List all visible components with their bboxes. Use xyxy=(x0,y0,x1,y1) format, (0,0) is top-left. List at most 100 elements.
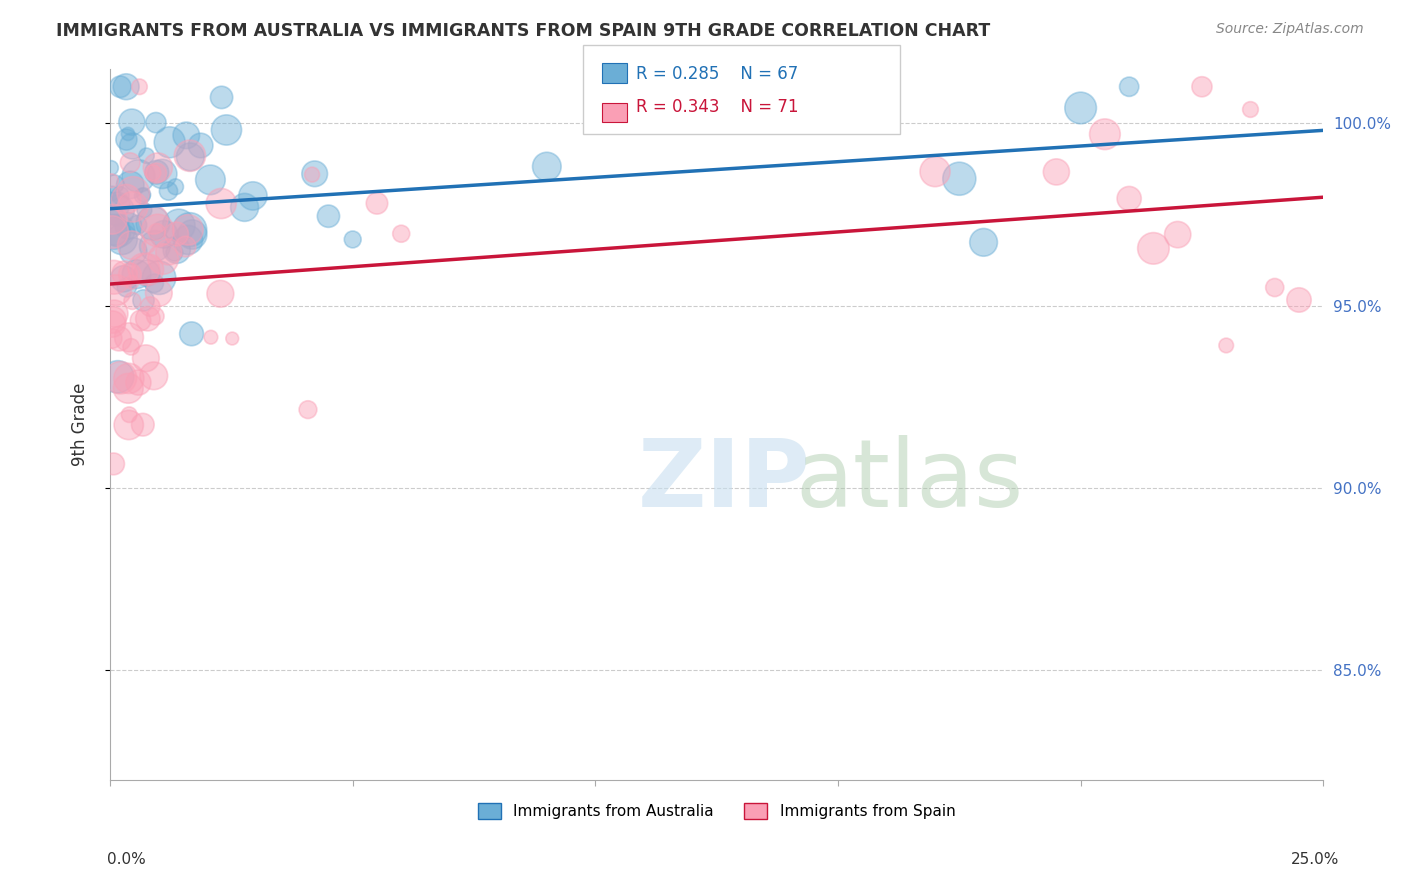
Point xyxy=(163,245,186,260)
Point xyxy=(165,179,187,194)
Point xyxy=(101,186,124,201)
Point xyxy=(127,169,149,183)
Text: R = 0.285    N = 67: R = 0.285 N = 67 xyxy=(636,65,797,83)
Point xyxy=(181,227,204,242)
Point xyxy=(115,133,138,147)
Point xyxy=(118,417,141,432)
Point xyxy=(105,198,128,212)
Point xyxy=(138,239,160,253)
Point xyxy=(132,293,155,308)
Point xyxy=(112,272,135,286)
Point xyxy=(177,233,200,247)
Point xyxy=(115,192,138,206)
Point xyxy=(103,307,125,321)
Point xyxy=(174,239,197,253)
Point xyxy=(146,165,169,179)
Point xyxy=(117,127,139,141)
Point xyxy=(1070,101,1092,115)
Point xyxy=(166,243,188,257)
Point xyxy=(1191,79,1213,94)
Point xyxy=(101,212,124,227)
Point xyxy=(304,167,326,181)
Point xyxy=(167,219,190,233)
Point xyxy=(103,457,125,471)
Point xyxy=(117,219,139,233)
Point xyxy=(200,173,222,187)
Point xyxy=(1239,103,1261,117)
Point xyxy=(117,381,139,395)
Point xyxy=(318,209,340,223)
Point xyxy=(177,223,200,237)
Point xyxy=(143,277,166,291)
Point xyxy=(101,317,124,331)
Point xyxy=(132,261,155,276)
Text: Source: ZipAtlas.com: Source: ZipAtlas.com xyxy=(1216,22,1364,37)
Point xyxy=(301,168,323,182)
Point xyxy=(108,332,131,346)
Point xyxy=(98,193,121,207)
Point xyxy=(142,216,165,230)
Point xyxy=(110,370,132,384)
Point xyxy=(948,171,970,186)
Point xyxy=(179,149,201,163)
Text: ZIP: ZIP xyxy=(638,435,811,527)
Point xyxy=(114,267,136,281)
Point xyxy=(125,267,148,281)
Point xyxy=(139,300,162,314)
Point xyxy=(146,161,169,175)
Point xyxy=(1215,338,1237,352)
Point xyxy=(121,200,143,214)
Point xyxy=(120,155,142,169)
Point xyxy=(110,188,132,202)
Point xyxy=(104,177,127,191)
Point xyxy=(122,244,145,259)
Point xyxy=(118,408,141,422)
Point xyxy=(127,218,149,232)
Point xyxy=(100,174,122,188)
Point xyxy=(107,369,129,384)
Point xyxy=(221,332,243,346)
Point xyxy=(121,139,143,153)
Point xyxy=(136,311,159,326)
Point xyxy=(1167,227,1189,242)
Point xyxy=(136,262,159,277)
Point xyxy=(120,178,142,192)
Text: 25.0%: 25.0% xyxy=(1291,852,1339,867)
Point xyxy=(180,326,202,341)
Point xyxy=(209,286,232,301)
Point xyxy=(166,227,188,241)
Point xyxy=(132,187,155,202)
Point xyxy=(297,402,319,417)
Point xyxy=(150,167,173,181)
Point xyxy=(148,270,170,285)
Point xyxy=(190,138,212,153)
Point xyxy=(148,286,170,301)
Point xyxy=(136,266,159,280)
Point xyxy=(142,166,165,180)
Point xyxy=(118,330,141,344)
Text: R = 0.343    N = 71: R = 0.343 N = 71 xyxy=(636,98,799,116)
Point xyxy=(215,123,238,137)
Point xyxy=(107,203,129,218)
Point xyxy=(211,90,233,104)
Point xyxy=(111,232,134,246)
Point xyxy=(1288,293,1310,307)
Point xyxy=(1142,241,1164,255)
Point xyxy=(924,164,946,178)
Point xyxy=(129,313,152,327)
Point xyxy=(121,275,143,289)
Point xyxy=(104,210,127,224)
Point xyxy=(128,79,150,94)
Point xyxy=(143,239,166,253)
Point xyxy=(134,203,156,218)
Text: 0.0%: 0.0% xyxy=(107,852,146,867)
Point xyxy=(145,115,167,129)
Point xyxy=(131,189,153,203)
Point xyxy=(536,160,558,174)
Point xyxy=(121,293,143,308)
Point xyxy=(973,235,995,250)
Point xyxy=(135,351,157,366)
Point xyxy=(1264,280,1286,294)
Point xyxy=(157,244,180,259)
Point xyxy=(110,79,132,94)
